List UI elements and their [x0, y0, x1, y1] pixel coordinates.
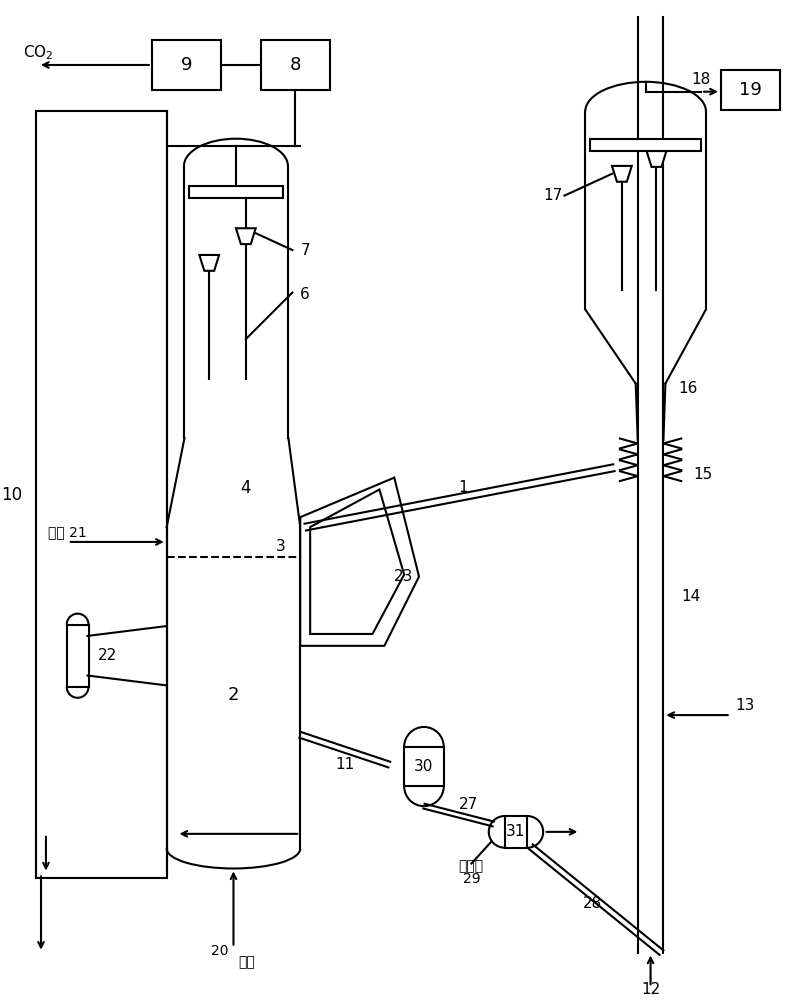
Text: 23: 23	[394, 569, 413, 584]
Polygon shape	[236, 228, 255, 244]
Text: 10: 10	[1, 486, 22, 504]
Text: 12: 12	[641, 982, 660, 997]
Polygon shape	[200, 255, 219, 271]
Text: 17: 17	[543, 188, 563, 203]
Polygon shape	[310, 489, 404, 634]
Text: 13: 13	[736, 698, 755, 713]
Bar	[36, 111, 167, 878]
Bar	[67, 625, 89, 687]
Text: 20: 20	[211, 944, 228, 958]
Text: 4: 4	[240, 479, 251, 497]
Text: 30: 30	[414, 759, 433, 774]
Bar	[261, 40, 330, 90]
Text: 22: 22	[97, 648, 117, 663]
Bar	[591, 139, 701, 151]
Text: 氧气 21: 氧气 21	[48, 525, 87, 539]
Text: 15: 15	[693, 467, 713, 482]
Polygon shape	[300, 478, 419, 646]
Polygon shape	[612, 166, 632, 182]
Text: 16: 16	[678, 381, 697, 396]
Text: 9: 9	[180, 56, 192, 74]
Polygon shape	[646, 151, 666, 167]
Text: 31: 31	[506, 824, 526, 839]
Text: 27: 27	[459, 797, 478, 812]
Text: 19: 19	[739, 81, 762, 99]
Bar	[721, 70, 780, 110]
Text: 2: 2	[227, 686, 239, 704]
Text: 18: 18	[691, 72, 711, 87]
Bar	[404, 747, 444, 786]
Bar	[152, 40, 221, 90]
Text: 1: 1	[459, 480, 468, 495]
Text: CO$_2$: CO$_2$	[23, 44, 53, 62]
Text: 11: 11	[335, 757, 354, 772]
Text: 7: 7	[300, 243, 310, 258]
Text: 水蒸汽: 水蒸汽	[459, 860, 484, 874]
Bar	[504, 816, 527, 848]
Text: 29: 29	[463, 872, 480, 886]
Text: 8: 8	[290, 56, 301, 74]
Text: 3: 3	[275, 539, 286, 554]
Bar	[189, 186, 283, 198]
Text: 28: 28	[583, 896, 602, 911]
Text: 6: 6	[300, 287, 310, 302]
Text: 氧气: 氧气	[239, 955, 255, 969]
Text: 14: 14	[681, 589, 701, 604]
